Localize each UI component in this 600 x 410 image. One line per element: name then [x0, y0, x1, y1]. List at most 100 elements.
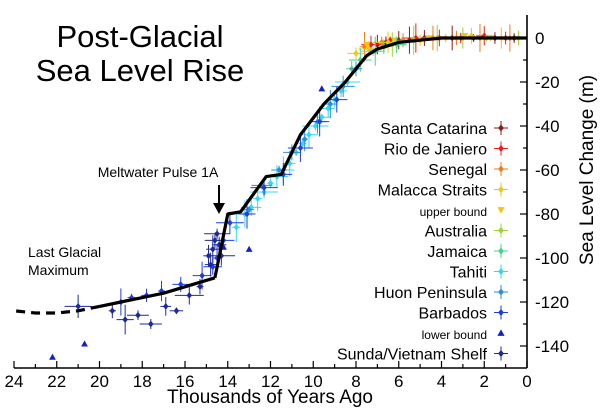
- legend-marker: [498, 308, 504, 317]
- legend-marker: [497, 207, 505, 214]
- trend-curve: [13, 36, 527, 315]
- data-point: [276, 166, 282, 174]
- data-point: [306, 131, 312, 139]
- data-point: [363, 41, 371, 48]
- data-point: [357, 56, 363, 64]
- chart-title-line: Sea Level Rise: [36, 53, 245, 88]
- legend-label: Sunda/Vietnam Shelf: [337, 347, 488, 364]
- legend-label: Senegal: [428, 162, 487, 179]
- y-tick-label: -40: [535, 117, 560, 136]
- data-point: [122, 316, 128, 323]
- legend-marker: [498, 165, 504, 173]
- y-tick-label: -120: [535, 293, 569, 312]
- data-point: [299, 140, 306, 147]
- data-point: [338, 87, 344, 95]
- legend-marker: [498, 226, 504, 235]
- data-point: [75, 303, 81, 310]
- trend-line-main: [213, 36, 527, 279]
- data-point: [254, 195, 261, 202]
- legend-label: Barbados: [419, 306, 488, 323]
- annotation-last-glacial-maximum: Last Glacial: [28, 244, 101, 260]
- y-axis-title: Sea Level Change (m): [577, 75, 598, 265]
- x-tick-label: 4: [437, 372, 446, 391]
- data-point: [353, 50, 359, 57]
- data-point: [319, 113, 325, 121]
- chart-axes: 24 22 20 18 16 14 12 10 8 6 4 2 00-20-40-60-80-100-1…: [5, 15, 598, 408]
- data-point: [207, 261, 214, 268]
- chart-title-line: Post-Glacial: [56, 19, 223, 54]
- data-point: [158, 287, 165, 295]
- legend-label: Huon Peninsula: [374, 285, 487, 302]
- x-tick-label: 8: [351, 372, 360, 391]
- legend-marker: [498, 247, 504, 255]
- series-tahiti: [232, 77, 360, 243]
- legend-marker: [497, 329, 505, 336]
- data-point: [199, 272, 205, 279]
- legend-marker: [498, 349, 504, 358]
- chart-legend: Santa Catarina Rio de Janiero Senegal Malac…: [337, 121, 508, 364]
- legend-label: Australia: [425, 224, 487, 241]
- data-point: [318, 85, 326, 92]
- data-point: [227, 219, 233, 227]
- y-tick-label: -140: [535, 337, 569, 356]
- data-point: [246, 206, 252, 213]
- legend-label: Santa Catarina: [380, 121, 487, 138]
- x-tick-label: 2: [480, 372, 489, 391]
- legend-marker: [498, 288, 504, 296]
- x-axis-title: Thousands of Years Ago: [167, 387, 373, 408]
- y-tick-label: -60: [535, 161, 560, 180]
- series-lower-bound: [49, 85, 326, 360]
- y-tick-label: 0: [535, 29, 544, 48]
- data-point: [327, 100, 334, 108]
- data-point: [261, 184, 267, 191]
- data-point: [334, 96, 340, 103]
- data-point: [135, 311, 141, 319]
- annotation-arrow-head: [213, 203, 225, 214]
- data-point: [248, 204, 254, 211]
- data-point: [214, 230, 220, 238]
- data-point: [49, 353, 56, 360]
- data-point: [212, 237, 218, 244]
- legend-label: Jamaica: [427, 244, 487, 261]
- data-point: [312, 122, 319, 130]
- y-tick-label: -100: [535, 249, 569, 268]
- data-point: [297, 144, 304, 152]
- legend-marker: [498, 144, 504, 153]
- data-point: [214, 254, 220, 262]
- x-tick-label: 10: [304, 372, 323, 391]
- annotation-last-glacial-maximum: Maximum: [28, 262, 89, 278]
- x-tick-label: 24: [5, 372, 24, 391]
- legend-marker: [498, 267, 504, 276]
- data-point: [233, 223, 240, 231]
- data-point: [81, 340, 88, 347]
- x-tick-label: 16: [176, 372, 195, 391]
- data-point: [325, 105, 331, 112]
- legend-label: Malacca Straits: [378, 183, 487, 200]
- x-tick-label: 20: [90, 372, 109, 391]
- x-tick-label: 14: [218, 372, 237, 391]
- data-point: [316, 118, 323, 125]
- data-point: [301, 135, 308, 143]
- chart-annotations: Meltwater Pulse 1A Last Glacial Maximum: [28, 164, 225, 278]
- x-tick-label: 0: [522, 372, 531, 391]
- legend-label: lower bound: [422, 328, 487, 342]
- data-point: [413, 34, 419, 42]
- legend-label: Rio de Janiero: [384, 142, 487, 159]
- data-point: [148, 320, 154, 328]
- trend-line-glacial: [99, 276, 216, 308]
- y-tick-label: -20: [535, 73, 560, 92]
- trend-line-dashed: [13, 304, 100, 315]
- data-point: [210, 245, 216, 253]
- legend-marker: [498, 124, 504, 132]
- x-tick-label: 22: [47, 372, 66, 391]
- annotation-meltwater-pulse: Meltwater Pulse 1A: [98, 164, 219, 180]
- legend-label: upper bound: [420, 205, 487, 219]
- data-point: [368, 41, 374, 48]
- legend-label: Tahiti: [450, 265, 487, 282]
- x-tick-label: 12: [261, 372, 280, 391]
- x-tick-label: 6: [394, 372, 403, 391]
- data-point: [173, 307, 180, 315]
